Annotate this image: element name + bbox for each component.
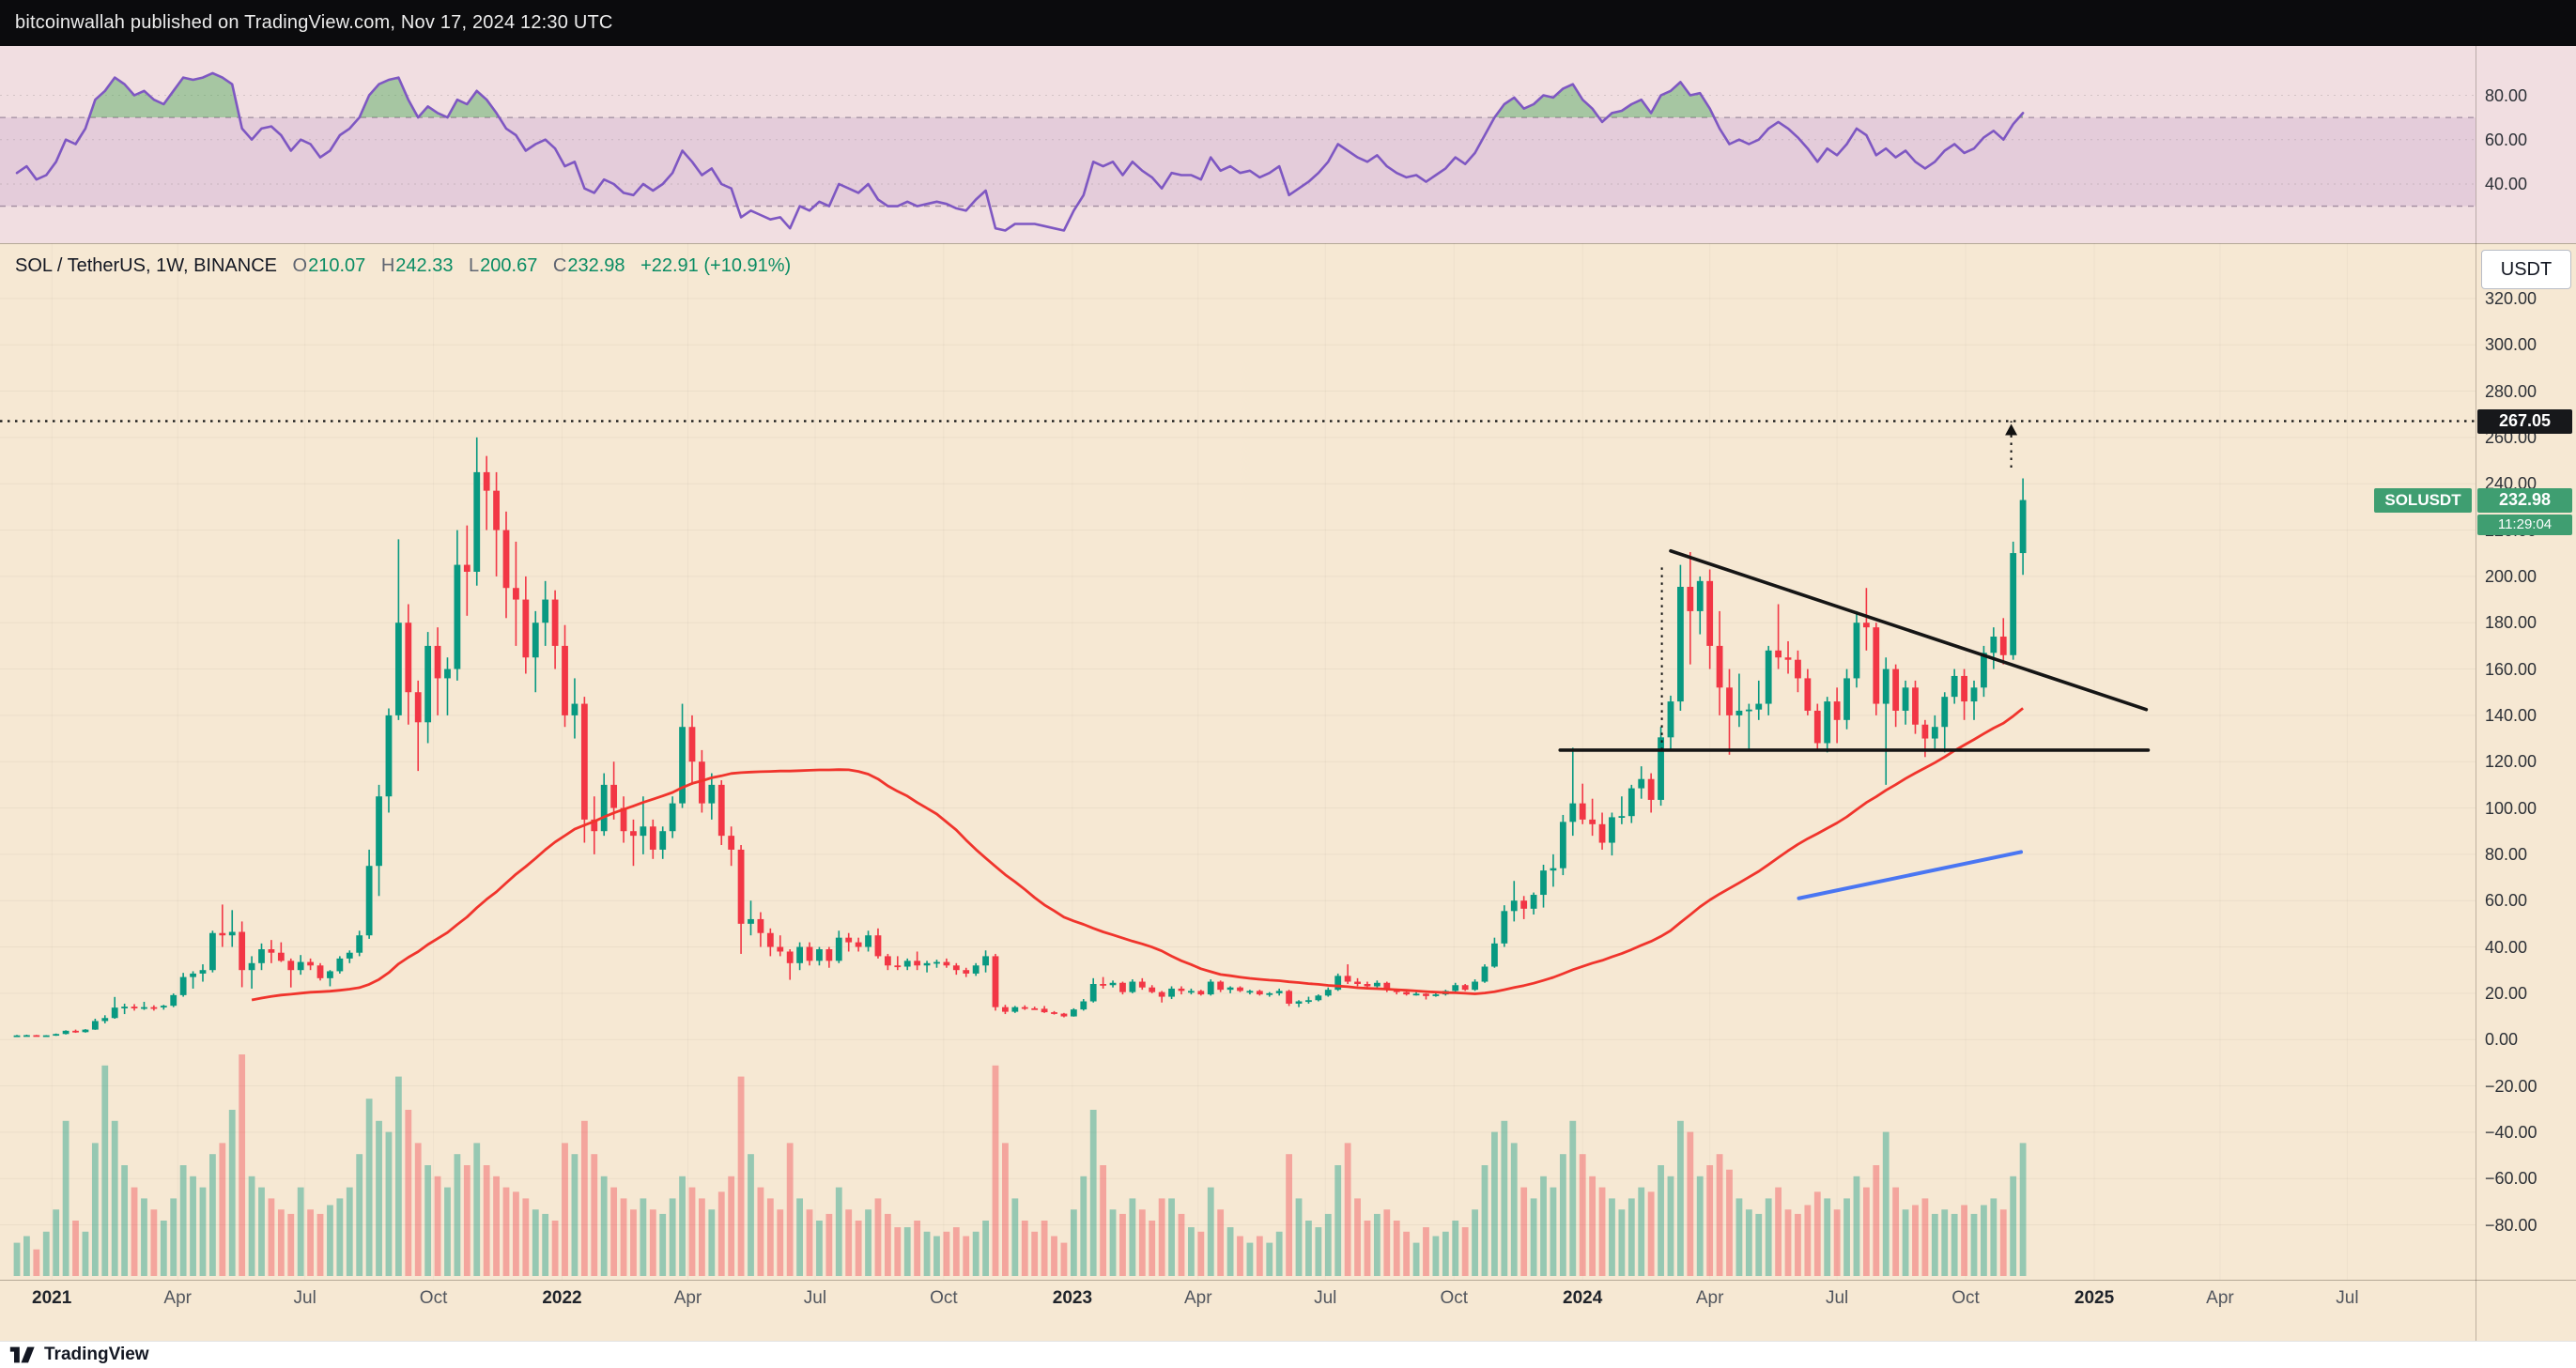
price-tick-label: −20.00 xyxy=(2485,1076,2537,1096)
symbol-info-bar: SOL / TetherUS, 1W, BINANCE O210.07 H242… xyxy=(15,255,791,277)
price-tick-label: 320.00 xyxy=(2485,288,2537,308)
time-tick-label: Oct xyxy=(419,1288,448,1308)
time-tick-label: Jul xyxy=(2336,1288,2359,1308)
last-price-tag: 232.98 xyxy=(2477,487,2572,513)
close-label: C xyxy=(552,255,567,276)
open-label: O xyxy=(292,255,308,276)
time-tick-label: Apr xyxy=(2206,1288,2234,1308)
time-tick-label: 2022 xyxy=(542,1288,582,1308)
time-axis[interactable]: 2021 Apr Jul Oct 2022 Apr Jul Oct 2023 Apr Jul Oct 2… xyxy=(0,1280,2576,1341)
time-tick-label: Apr xyxy=(673,1288,702,1308)
time-tick-label: Jul xyxy=(1314,1288,1337,1308)
tradingview-brand[interactable]: TradingView xyxy=(44,1345,149,1364)
time-tick-label: Oct xyxy=(930,1288,958,1308)
time-tick-label: 2024 xyxy=(1563,1288,1603,1308)
price-tick-label: 60.00 xyxy=(2485,891,2528,911)
time-axis-separator xyxy=(0,1280,2576,1281)
time-tick-label: Oct xyxy=(1440,1288,1469,1308)
time-tick-label: Jul xyxy=(1825,1288,1849,1308)
price-tick-label: 80.00 xyxy=(2485,844,2528,864)
price-tick-label: 0.00 xyxy=(2485,1030,2519,1050)
symbol-title[interactable]: SOL / TetherUS, 1W, BINANCE xyxy=(15,255,277,276)
time-tick-label: Apr xyxy=(1184,1288,1212,1308)
price-tick-label: 300.00 xyxy=(2485,335,2537,355)
open-value: 210.07 xyxy=(308,255,366,276)
footer-bar: TradingView xyxy=(0,1341,2576,1368)
price-axis[interactable]: USDT 267.05 232.98 11:29:04 80.00 60.00 40… xyxy=(2476,0,2576,1341)
time-tick-label: Jul xyxy=(293,1288,316,1308)
price-tick-label: −60.00 xyxy=(2485,1169,2537,1189)
high-value: 242.33 xyxy=(395,255,454,276)
rsi-tick-label: 60.00 xyxy=(2485,130,2528,149)
price-tick-label: 160.00 xyxy=(2485,659,2537,679)
price-tick-label: 180.00 xyxy=(2485,613,2537,633)
price-tick-label: 200.00 xyxy=(2485,566,2537,586)
close-value: 232.98 xyxy=(567,255,625,276)
currency-toggle-button[interactable]: USDT xyxy=(2481,250,2571,289)
time-tick-label: Jul xyxy=(803,1288,827,1308)
high-label: H xyxy=(380,255,395,276)
target-price-tag: 267.05 xyxy=(2477,408,2572,434)
time-tick-label: Apr xyxy=(1695,1288,1724,1308)
low-label: L xyxy=(469,255,480,276)
pane-separator[interactable] xyxy=(0,243,2576,244)
price-tick-label: −40.00 xyxy=(2485,1122,2537,1142)
time-tick-label: 2023 xyxy=(1052,1288,1093,1308)
rsi-tick-label: 80.00 xyxy=(2485,85,2528,105)
price-tick-label: 100.00 xyxy=(2485,798,2537,818)
change-value: +22.91 (+10.91%) xyxy=(640,255,792,276)
price-tick-label: 280.00 xyxy=(2485,381,2537,401)
price-tick-label: 40.00 xyxy=(2485,937,2528,957)
price-tick-label: 20.00 xyxy=(2485,983,2528,1003)
price-tick-label: −80.00 xyxy=(2485,1215,2537,1235)
time-tick-label: 2025 xyxy=(2074,1288,2115,1308)
bar-countdown-tag: 11:29:04 xyxy=(2477,514,2572,535)
tradingview-logo-icon[interactable] xyxy=(9,1344,38,1366)
candlestick-chart[interactable] xyxy=(0,243,2476,1280)
time-tick-label: Oct xyxy=(1951,1288,1980,1308)
time-tick-label: 2021 xyxy=(32,1288,72,1308)
rsi-indicator-pane[interactable] xyxy=(0,46,2476,243)
symbol-price-label: SOLUSDT xyxy=(2374,487,2472,513)
rsi-tick-label: 40.00 xyxy=(2485,174,2528,193)
publish-header-text: bitcoinwallah published on TradingView.c… xyxy=(15,12,613,33)
low-value: 200.67 xyxy=(480,255,538,276)
price-tick-label: 120.00 xyxy=(2485,752,2537,772)
price-tick-label: 140.00 xyxy=(2485,705,2537,725)
time-tick-label: Apr xyxy=(163,1288,192,1308)
publish-header: bitcoinwallah published on TradingView.c… xyxy=(0,0,2576,46)
